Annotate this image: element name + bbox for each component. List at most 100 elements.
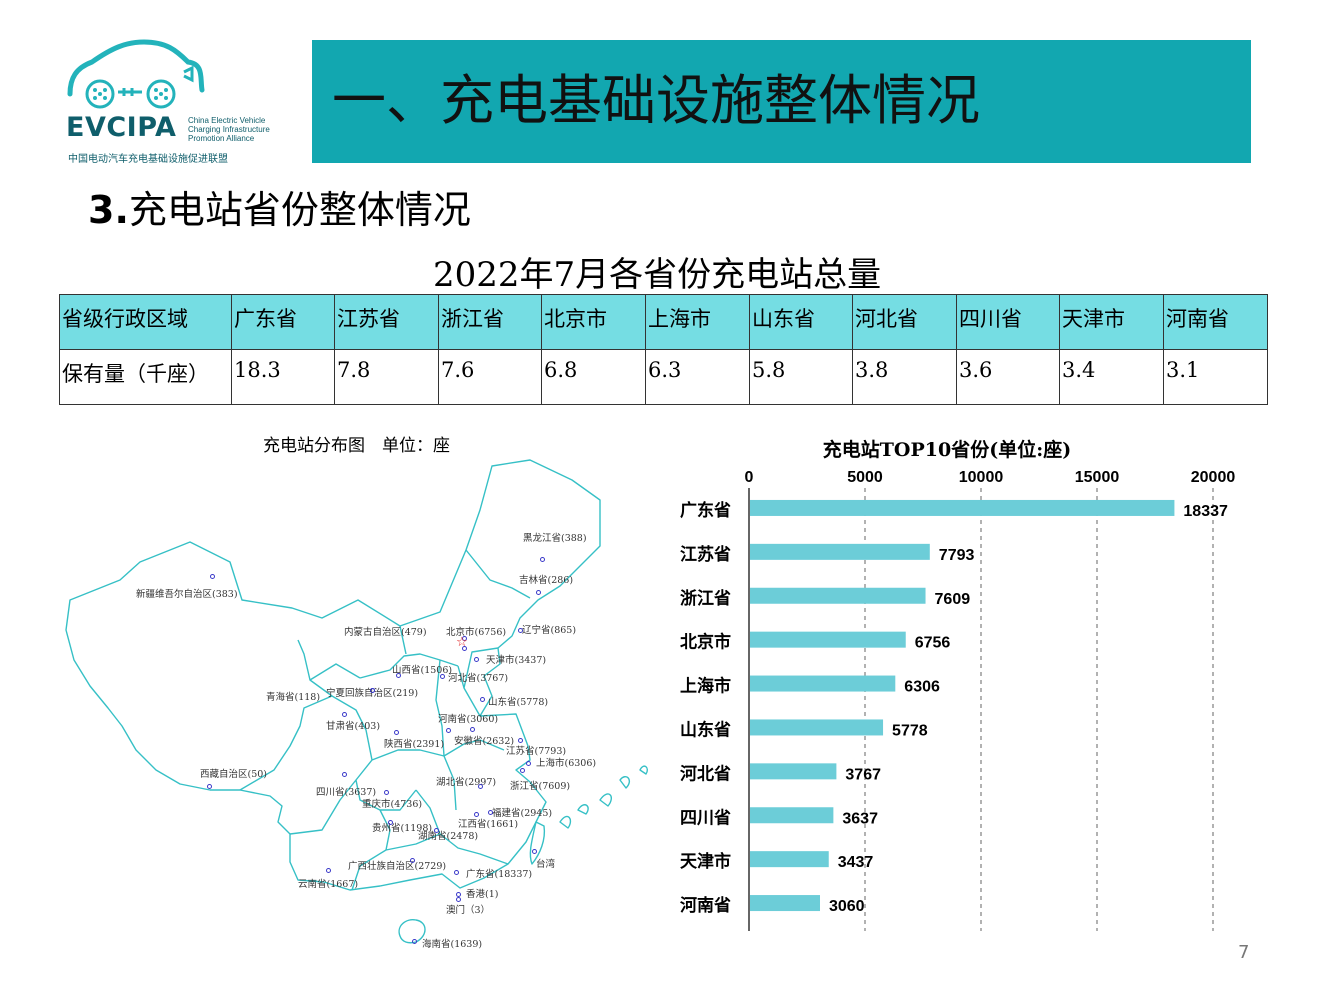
table-cell: 6.3 (645, 349, 750, 405)
page-title: 一、充电基础设施整体情况 (332, 69, 980, 132)
chart-grid (864, 488, 1214, 931)
bar (750, 543, 930, 560)
table-cell: 5.8 (749, 349, 853, 405)
map-label: 陕西省(2391) (384, 739, 445, 750)
table-cell: 3.6 (956, 349, 1060, 405)
table-header-cell: 广东省 (231, 294, 335, 350)
table-header-cell: 天津市 (1059, 294, 1164, 350)
header-banner: 一、充电基础设施整体情况 (312, 40, 1251, 163)
data-label: 3767 (845, 766, 881, 783)
table-cell: 7.8 (334, 349, 439, 405)
map-point (410, 858, 415, 863)
chart-bars: 18337 7793 7609 6756 6306 5778 3767 3637 3437 306… (750, 499, 1228, 915)
table-cell: 7.6 (438, 349, 542, 405)
category-label: 河南省 (680, 895, 731, 916)
brand-chinese: 中国电动汽车充电基础设施促进联盟 (68, 154, 228, 165)
bar (750, 807, 834, 824)
map-point (536, 590, 541, 595)
x-tick-label: 20000 (1191, 469, 1236, 486)
map-point (454, 870, 459, 875)
table-header-cell: 山东省 (749, 294, 853, 350)
map-point (396, 673, 401, 678)
map-label: 广东省(18337) (466, 869, 533, 880)
map-label: 黑龙江省(388) (523, 533, 587, 544)
table-header-cell: 上海市 (645, 294, 750, 350)
map-point (456, 897, 461, 902)
data-label: 18337 (1183, 503, 1228, 520)
bar (750, 675, 896, 692)
map-point (388, 820, 393, 825)
bar (750, 763, 837, 780)
map-point (370, 688, 375, 693)
map-point (326, 868, 331, 873)
chart-axis: 0 5000 10000 15000 20000 广东省江苏省浙江省北京市上海市山东省河北… (680, 469, 1235, 931)
map-label: 香港(1) (466, 889, 499, 900)
section-text: 充电站省份整体情况 (128, 188, 471, 232)
table-value-label: 保有量（千座） (59, 349, 232, 405)
map-label: 福建省(2945) (492, 808, 553, 819)
data-label: 7609 (935, 591, 971, 608)
map-label: 四川省(3637) (316, 787, 377, 798)
map-point (462, 646, 467, 651)
map-point (462, 636, 467, 641)
map-label: 澳门（3） (446, 905, 491, 916)
category-label: 北京市 (680, 632, 731, 653)
data-label: 6306 (904, 679, 940, 696)
map-label: 天津市(3437) (486, 655, 547, 666)
map-label: 湖南省(2478) (418, 831, 479, 842)
map-point (518, 738, 523, 743)
bar (750, 587, 926, 604)
map-label: 宁夏回族自治区(219) (326, 688, 419, 699)
map-point (440, 674, 445, 679)
category-label: 四川省 (680, 807, 731, 828)
map-label: 安徽省(2632) (454, 736, 515, 747)
data-label: 6756 (915, 635, 951, 652)
map-label: 云南省(1667) (298, 879, 359, 890)
map-label: 山西省(1506) (392, 665, 453, 676)
category-label: 上海市 (680, 676, 731, 697)
table-title: 2022年7月各省份充电站总量 (433, 255, 882, 295)
table-header-label: 省级行政区域 (59, 294, 232, 350)
map-label: 台湾 (536, 859, 556, 870)
x-tick-label: 15000 (1075, 469, 1120, 486)
map-point (532, 849, 537, 854)
x-tick-label: 0 (745, 469, 754, 486)
map-label: 江苏省(7793) (506, 746, 567, 757)
map-point (540, 557, 545, 562)
map-label: 西藏自治区(50) (200, 769, 268, 780)
map-label: 上海市(6306) (536, 758, 597, 769)
map-point (446, 728, 451, 733)
table-cell: 3.4 (1059, 349, 1164, 405)
map-point (342, 772, 347, 777)
map-label: 河北省(3767) (448, 673, 509, 684)
category-label: 江苏省 (680, 544, 731, 565)
map-label: 吉林省(286) (519, 575, 574, 586)
section-number: 3. (88, 188, 129, 232)
x-tick-label: 10000 (959, 469, 1004, 486)
map-label: 重庆市(4736) (362, 799, 423, 810)
map-label: 内蒙古自治区(479) (344, 627, 427, 638)
map-label: 甘肃省(403) (326, 721, 381, 732)
map-point (384, 790, 389, 795)
map-point (474, 657, 479, 662)
brand-english: China Electric Vehicle Charging Infrastr… (188, 116, 270, 143)
map-point (518, 628, 523, 633)
brand-name: EVCIPA (66, 112, 177, 143)
category-label: 广东省 (680, 500, 731, 521)
map-label: 山东省(5778) (488, 697, 549, 708)
province-table: 省级行政区域 广东省 江苏省 浙江省 北京市 上海市 山东省 河北省 四川省 天… (59, 294, 1268, 405)
data-label: 3637 (842, 810, 878, 827)
chart-title: 充电站TOP10省份(单位:座) (823, 438, 1071, 461)
table-header-cell: 江苏省 (334, 294, 439, 350)
map-point (456, 892, 461, 897)
map-point (394, 730, 399, 735)
map-point (520, 768, 525, 773)
map-point (470, 727, 475, 732)
map-label: 青海省(118) (266, 692, 321, 703)
data-label: 7793 (939, 547, 975, 564)
map-point (478, 784, 483, 789)
map-point (488, 810, 493, 815)
table-row: 保有量（千座） 18.3 7.8 7.6 6.8 6.3 5.8 3.8 3.6… (59, 349, 1268, 405)
map-label: 河南省(3060) (438, 714, 499, 725)
map-point (342, 712, 347, 717)
